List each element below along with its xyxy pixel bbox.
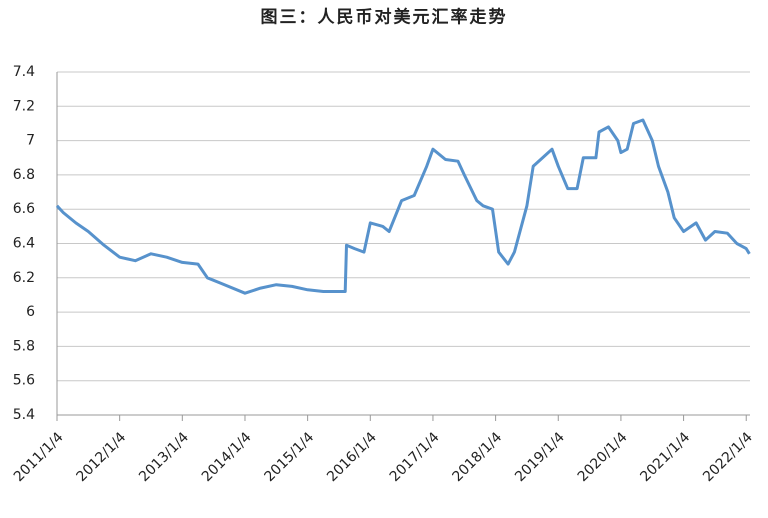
y-tick-label: 5.6: [13, 373, 35, 389]
y-tick-label: 6.8: [13, 167, 35, 183]
y-tick-label: 5.4: [13, 407, 35, 423]
x-tick-label: 2012/1/4: [74, 429, 130, 485]
y-tick-label: 6.2: [13, 270, 35, 286]
x-tick-label: 2016/1/4: [324, 429, 380, 485]
chart-title: 图三：人民币对美元汇率走势: [261, 7, 508, 28]
x-tick-label: 2013/1/4: [136, 429, 192, 485]
x-tick-label: 2015/1/4: [262, 429, 318, 485]
y-tick-label: 7: [26, 133, 35, 149]
y-tick-label: 6.6: [13, 201, 35, 217]
data-line: [55, 118, 751, 295]
y-tick-label: 7.4: [13, 64, 35, 80]
x-tick-label: 2011/1/4: [11, 429, 67, 485]
y-tick-label: 5.8: [13, 338, 35, 354]
y-tick-label: 7.2: [13, 98, 35, 114]
y-tick-label: 6.4: [13, 236, 35, 252]
x-tick-label: 2018/1/4: [449, 429, 505, 485]
x-tick-label: 2021/1/4: [637, 429, 693, 485]
x-tick-label: 2019/1/4: [512, 429, 568, 485]
x-tick-label: 2017/1/4: [387, 429, 443, 485]
x-tick-label: 2020/1/4: [575, 429, 631, 485]
y-tick-label: 6: [26, 304, 35, 320]
x-tick-label: 2022/1/4: [700, 429, 756, 485]
x-tick-label: 2014/1/4: [199, 429, 255, 485]
